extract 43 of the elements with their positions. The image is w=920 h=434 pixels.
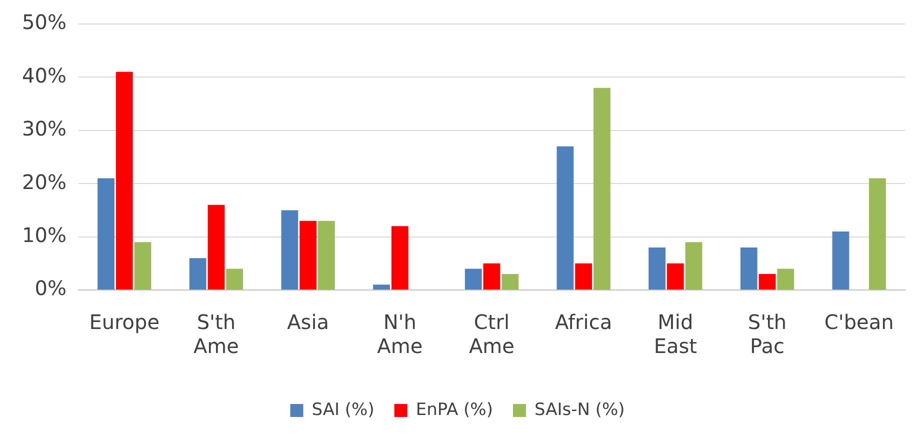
bar (189, 258, 206, 290)
bar (648, 247, 666, 290)
bar (464, 268, 482, 290)
bar (869, 178, 886, 290)
bar (556, 146, 574, 290)
x-tick-label: C'bean (824, 310, 894, 334)
y-tick-label: 40% (22, 63, 66, 88)
bar (777, 268, 794, 290)
x-tick-label: Ctrl Ame (468, 310, 514, 358)
y-tick-label: 20% (22, 170, 66, 194)
x-tick-label: Mid East (654, 310, 698, 358)
bar (318, 220, 335, 290)
bar (373, 284, 390, 290)
y-tick-label: 10% (22, 223, 66, 248)
bar (134, 242, 152, 290)
x-tick-label: S'th Ame (193, 310, 239, 358)
bar (483, 263, 500, 290)
bar (685, 242, 702, 290)
bar (575, 263, 592, 290)
x-tick-label: S'th Pac (748, 310, 787, 358)
x-tick-label: Asia (287, 310, 330, 334)
bar (98, 178, 114, 290)
bar (740, 247, 758, 290)
bar (502, 274, 519, 290)
bar (281, 210, 298, 290)
bar (832, 231, 850, 290)
legend-label: SAIs-N (%) (534, 400, 625, 420)
x-tick-label: N'h Ame (377, 310, 423, 358)
bar (226, 268, 244, 290)
y-tick-label: 50% (22, 10, 66, 34)
bar (593, 88, 610, 290)
legend-label: EnPA (%) (416, 400, 493, 420)
bar (758, 274, 776, 290)
bar (391, 226, 408, 290)
x-tick-label: Africa (555, 310, 612, 334)
y-tick-label: 0% (34, 276, 66, 300)
bar (116, 72, 133, 290)
bar (208, 204, 225, 290)
y-tick-label: 30% (22, 116, 66, 141)
x-tick-label: Europe (89, 310, 160, 334)
bar (300, 220, 316, 290)
bar (666, 263, 684, 290)
legend-label: SAI (%) (312, 400, 374, 420)
